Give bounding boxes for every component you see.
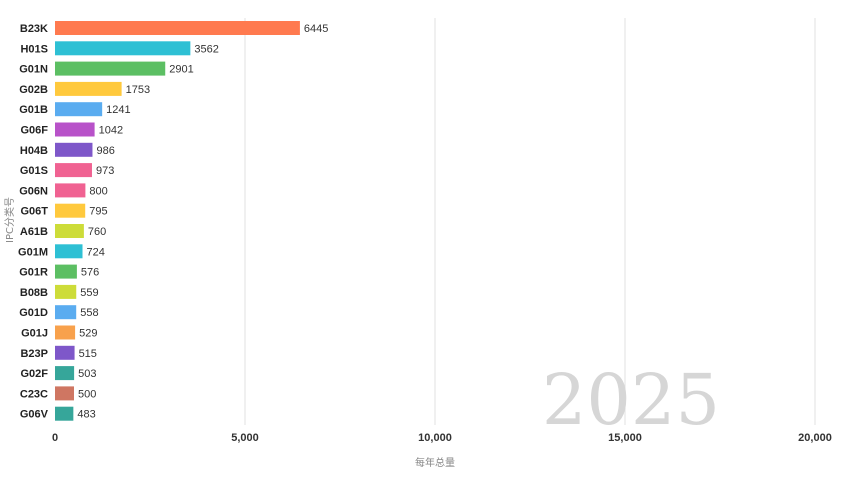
bar [55, 345, 75, 360]
value-label: 795 [89, 206, 107, 218]
value-label: 515 [79, 348, 97, 360]
x-tick-label: 10,000 [418, 432, 452, 444]
x-tick-label: 5,000 [231, 432, 259, 444]
value-label: 558 [80, 307, 98, 319]
category-label: G01D [19, 307, 48, 319]
bar-row: G06F 1042 [20, 122, 123, 137]
bar [55, 122, 95, 137]
bar [55, 102, 103, 117]
category-label: G01R [19, 267, 48, 279]
category-label: C23C [20, 388, 48, 400]
value-label: 760 [88, 226, 106, 238]
value-label: 2901 [169, 64, 193, 76]
bar-row: G06V 483 [20, 406, 96, 421]
value-label: 500 [78, 388, 96, 400]
value-label: 3562 [194, 43, 218, 55]
category-label: B08B [20, 287, 48, 299]
bar [55, 264, 77, 279]
x-tick-label: 20,000 [798, 432, 832, 444]
bar [55, 203, 86, 218]
value-label: 483 [77, 409, 95, 421]
value-label: 576 [81, 267, 99, 279]
value-label: 1241 [106, 104, 130, 116]
bar-row: G02F 503 [20, 366, 96, 381]
category-label: G01B [19, 104, 48, 116]
bar-row: G01B 1241 [19, 102, 131, 117]
category-label: G01N [19, 64, 48, 76]
value-label: 529 [79, 328, 97, 340]
value-label: 559 [80, 287, 98, 299]
bar [55, 163, 92, 178]
category-label: A61B [20, 226, 48, 238]
bar [55, 183, 86, 198]
bar-row: G01J 529 [21, 325, 97, 340]
bar [55, 406, 74, 421]
category-label: G06V [20, 409, 49, 421]
category-label: G01M [18, 246, 48, 258]
bar [55, 386, 74, 401]
bar [55, 41, 191, 56]
bar [55, 21, 300, 35]
bar-row: B23K 6445 [20, 21, 328, 35]
bar-row: C23C 500 [20, 386, 96, 401]
bar-row: G01D 558 [19, 305, 99, 320]
bar-row: G01R 576 [19, 264, 99, 279]
x-axis-title: 每年总量 [415, 456, 455, 469]
value-label: 800 [89, 185, 107, 197]
bars: B23K 6445 H01S 3562 G01N 2901 G02B 1753 G01B 1241… [18, 21, 328, 421]
bar-row: G06T 795 [20, 203, 108, 218]
bar [55, 305, 77, 320]
category-label: G01S [20, 165, 48, 177]
category-label: G06T [20, 206, 48, 218]
category-label: G02B [19, 84, 48, 96]
bar-row: G01M 724 [18, 244, 105, 259]
bar-row: H04B 986 [20, 142, 115, 157]
x-tick-label: 0 [52, 432, 58, 444]
category-label: B23P [20, 348, 48, 360]
value-label: 1042 [99, 125, 123, 137]
year-label: 2025 [542, 359, 720, 441]
bar [55, 142, 93, 157]
bar [55, 244, 83, 259]
category-label: H01S [20, 43, 48, 55]
bar-row: G01N 2901 [19, 61, 194, 76]
bar [55, 81, 122, 96]
bar-row: A61B 760 [20, 224, 106, 238]
x-axis-ticks: 0 5,000 10,000 15,000 20,000 [52, 432, 832, 444]
category-label: H04B [20, 145, 48, 157]
bar [55, 284, 77, 299]
category-label: G01J [21, 328, 48, 340]
value-label: 503 [78, 368, 96, 380]
bar [55, 366, 75, 381]
bar-row: B23P 515 [20, 345, 97, 360]
y-axis-title: IPC分类号 [3, 197, 16, 243]
value-label: 973 [96, 165, 114, 177]
bar [55, 61, 166, 76]
grid-lines [244, 18, 816, 425]
x-tick-label: 15,000 [608, 432, 642, 444]
bar [55, 325, 76, 340]
category-label: G06N [19, 185, 48, 197]
bar-row: G01S 973 [20, 163, 114, 178]
bar [55, 224, 84, 238]
bar-row: G02B 1753 [19, 81, 150, 96]
category-label: G02F [20, 368, 48, 380]
value-label: 724 [87, 246, 105, 258]
category-label: G06F [20, 125, 48, 137]
bar-row: B08B 559 [20, 284, 99, 299]
category-label: B23K [20, 23, 48, 35]
value-label: 6445 [304, 23, 328, 35]
value-label: 986 [96, 145, 114, 157]
bar-row: G06N 800 [19, 183, 108, 198]
value-label: 1753 [126, 84, 150, 96]
bar-row: H01S 3562 [20, 41, 219, 56]
